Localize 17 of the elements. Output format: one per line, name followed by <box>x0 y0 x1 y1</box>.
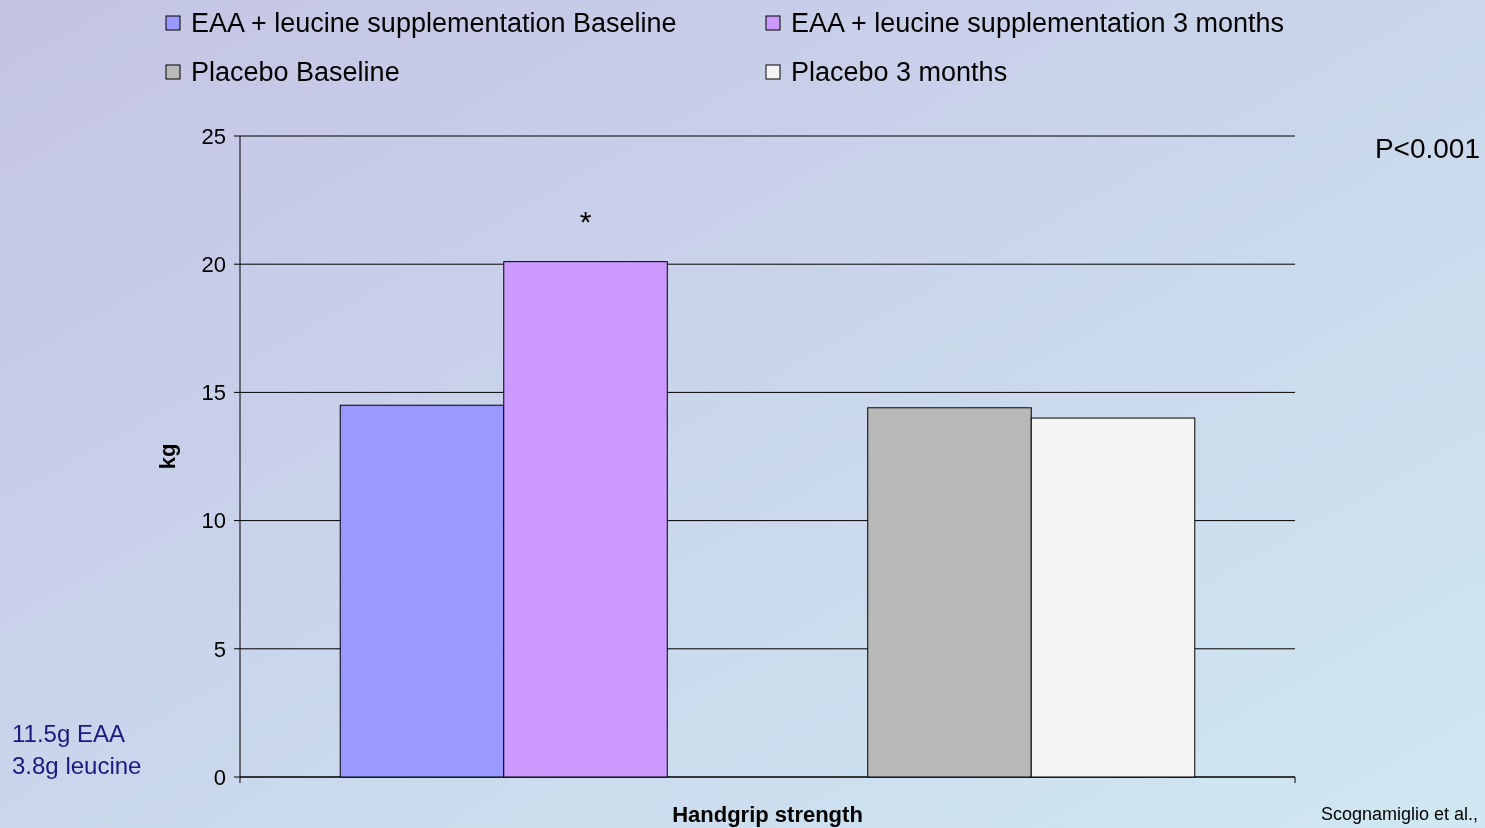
x-axis-title: Handgrip strength <box>672 802 863 827</box>
annotation: * <box>579 204 592 238</box>
text: 3.8g leucine <box>12 752 142 779</box>
legend-label: EAA + leucine supplementation 3 months <box>791 8 1285 39</box>
y-tick-label: 5 <box>213 636 226 662</box>
y-tick-label: 25 <box>201 123 226 149</box>
legend-label: Placebo 3 months <box>791 57 1008 88</box>
text: Scognamiglio et al., <box>1320 804 1478 824</box>
y-tick-label: 20 <box>201 251 226 277</box>
y-tick-label: 15 <box>201 380 226 406</box>
y-tick-label: 0 <box>213 764 226 790</box>
legend-label: EAA + leucine supplementation Baseline <box>191 8 677 39</box>
text: 11.5g EAA <box>12 720 125 747</box>
text: P<0.001 <box>1374 133 1480 164</box>
y-tick-label: 10 <box>201 508 226 534</box>
legend-label: Placebo Baseline <box>191 57 400 88</box>
y-axis-title: kg <box>155 443 180 470</box>
